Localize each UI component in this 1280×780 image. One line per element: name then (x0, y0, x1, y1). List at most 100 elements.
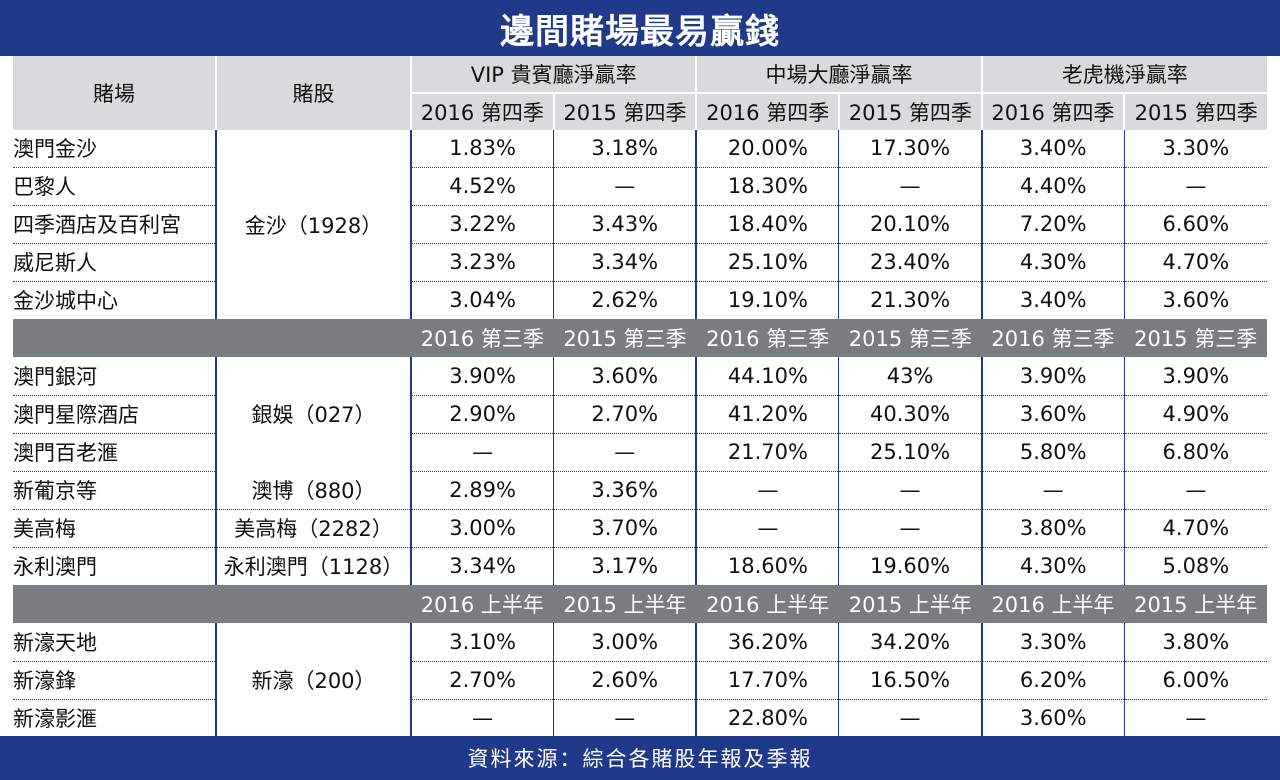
value-cell: 4.30% (981, 243, 1125, 282)
stock-cell: 美高梅（2282） (216, 509, 412, 548)
period-label: 2016 第三季 (981, 319, 1125, 357)
value-cell: — (1124, 167, 1267, 206)
table-row: 澳門銀河 銀娛（027） 3.90% 3.60% 44.10% 43% 3.90… (13, 357, 1267, 471)
value-cell: 4.52% (411, 167, 555, 206)
venue-cell: 四季酒店及百利宮 (13, 205, 217, 244)
value-cell: 19.10% (696, 281, 840, 319)
stock-cell: 新濠（200） (216, 623, 412, 737)
venue-cell: 澳門星際酒店 (13, 395, 217, 434)
stock-cell: 銀娛（027） (216, 357, 412, 471)
value-cell: — (696, 471, 840, 510)
venue-cell: 新濠鋒 (13, 661, 217, 700)
value-cell: — (411, 433, 555, 472)
value-cell: 6.60% (1124, 205, 1267, 244)
table-row: 四季酒店及百利宮 3.22% 3.43% 18.40% 20.10% 7.20%… (13, 205, 1267, 244)
venue-cell: 澳門百老滙 (13, 433, 217, 472)
period-header: 2015 第四季 (838, 93, 983, 130)
table-row: 澳門星際酒店 2.90% 2.70% 41.20% 40.30% 3.60% 4… (13, 395, 1267, 434)
venue-cell: 永利澳門 (13, 547, 217, 585)
group-header-slots: 老虎機淨贏率 (981, 56, 1267, 94)
table-row: 美高梅 美高梅（2282） 3.00% 3.70% — — 3.80% 4.70… (13, 509, 1267, 548)
period-label: 2015 上半年 (838, 585, 982, 623)
value-cell: 4.70% (1124, 243, 1267, 282)
value-cell: 18.60% (696, 547, 840, 585)
value-cell: 22.80% (696, 699, 840, 737)
period-header: 2015 第四季 (553, 93, 698, 130)
col-header-stock: 賭股 (216, 56, 412, 130)
value-cell: 3.80% (981, 509, 1125, 548)
value-cell: 18.30% (696, 167, 840, 206)
value-cell: 3.90% (411, 357, 555, 396)
value-cell: — (1124, 471, 1267, 510)
stock-cell: 澳博（880） (216, 471, 412, 510)
value-cell: 21.70% (696, 433, 840, 472)
period-label: 2015 上半年 (1124, 585, 1267, 623)
value-cell: 5.08% (1162, 554, 1230, 579)
value-cell: 3.22% (411, 205, 555, 244)
value-cell: 6.80% (1124, 433, 1267, 472)
table-row: 新濠天地 新濠（200） 3.10% 3.00% 36.20% 34.20% 3… (13, 623, 1267, 737)
value-cell: 3.60% (981, 395, 1125, 434)
value-cell: — (696, 509, 840, 548)
value-cell: 3.60% (1162, 288, 1230, 313)
value-cell: 17.70% (696, 661, 840, 700)
value-cell: 19.60% (838, 547, 983, 585)
col-header-venue: 賭場 (13, 56, 217, 130)
value-cell: 3.30% (981, 623, 1125, 662)
period-label: 2015 第三季 (1124, 319, 1267, 357)
value-cell: 4.30% (981, 547, 1125, 585)
value-cell: — (838, 471, 983, 510)
value-cell: — (553, 433, 698, 472)
page-title: 邊間賭場最易贏錢 (0, 0, 1280, 56)
stock-cell: 金沙（1928） (216, 130, 412, 319)
value-cell: 25.10% (696, 243, 840, 282)
period-label: 2016 上半年 (696, 585, 839, 623)
table-row: 威尼斯人 3.23% 3.34% 25.10% 23.40% 4.30% 4.7… (13, 243, 1267, 282)
value-cell: 3.60% (981, 699, 1125, 737)
venue-cell: 新濠影滙 (13, 699, 217, 737)
value-cell: — (411, 699, 555, 737)
venue-cell: 巴黎人 (13, 167, 217, 206)
value-cell: 3.17% (553, 547, 698, 585)
value-cell: 3.30% (1124, 130, 1267, 168)
period-header: 2016 第四季 (696, 93, 840, 130)
value-cell: 3.00% (411, 509, 555, 548)
value-cell: 2.70% (411, 661, 555, 700)
period-label: 2016 第三季 (411, 319, 554, 357)
value-cell: — (553, 699, 698, 737)
value-cell: 3.23% (411, 243, 555, 282)
value-cell: 20.10% (838, 205, 983, 244)
period-label: 2015 上半年 (553, 585, 697, 623)
value-cell: 43% (838, 357, 983, 396)
value-cell: 2.62% (553, 281, 698, 319)
period-header: 2016 第四季 (411, 93, 555, 130)
source-note: 資料來源：綜合各賭股年報及季報 (0, 736, 1280, 780)
venue-cell: 新濠天地 (13, 623, 217, 662)
value-cell: 23.40% (838, 243, 983, 282)
venue-cell: 金沙城中心 (13, 281, 217, 319)
period-label: 2015 第三季 (838, 319, 982, 357)
value-cell: 18.40% (696, 205, 840, 244)
value-cell: 3.18% (553, 130, 698, 168)
value-cell: 21.30% (838, 281, 983, 319)
period-label: 2016 上半年 (411, 585, 554, 623)
table-row: 新葡京等 澳博（880） 2.89% 3.36% — — — — (13, 471, 1267, 510)
value-cell: 17.30% (838, 130, 983, 168)
value-cell: 3.40% (981, 281, 1125, 319)
group-header-mass: 中場大廳淨贏率 (696, 56, 983, 94)
value-cell: 1.83% (411, 130, 555, 168)
table-row: 澳門百老滙 — — 21.70% 25.10% 5.80% 6.80% (13, 433, 1267, 472)
table-row: 巴黎人 4.52% — 18.30% — 4.40% — (13, 167, 1267, 206)
value-cell: 3.00% (553, 623, 698, 662)
table-row: 永利澳門 永利澳門（1128） 3.34% 3.17% 18.60% 19.60… (13, 547, 1267, 585)
value-cell: 3.60% (553, 357, 698, 396)
value-cell: 5.80% (981, 433, 1125, 472)
value-cell: 6.20% (981, 661, 1125, 700)
value-cell: 44.10% (696, 357, 840, 396)
value-cell: 3.43% (553, 205, 698, 244)
value-cell: 3.34% (411, 547, 555, 585)
value-cell: — (553, 167, 698, 206)
period-label: 2016 上半年 (981, 585, 1125, 623)
value-cell: 4.70% (1124, 509, 1267, 548)
